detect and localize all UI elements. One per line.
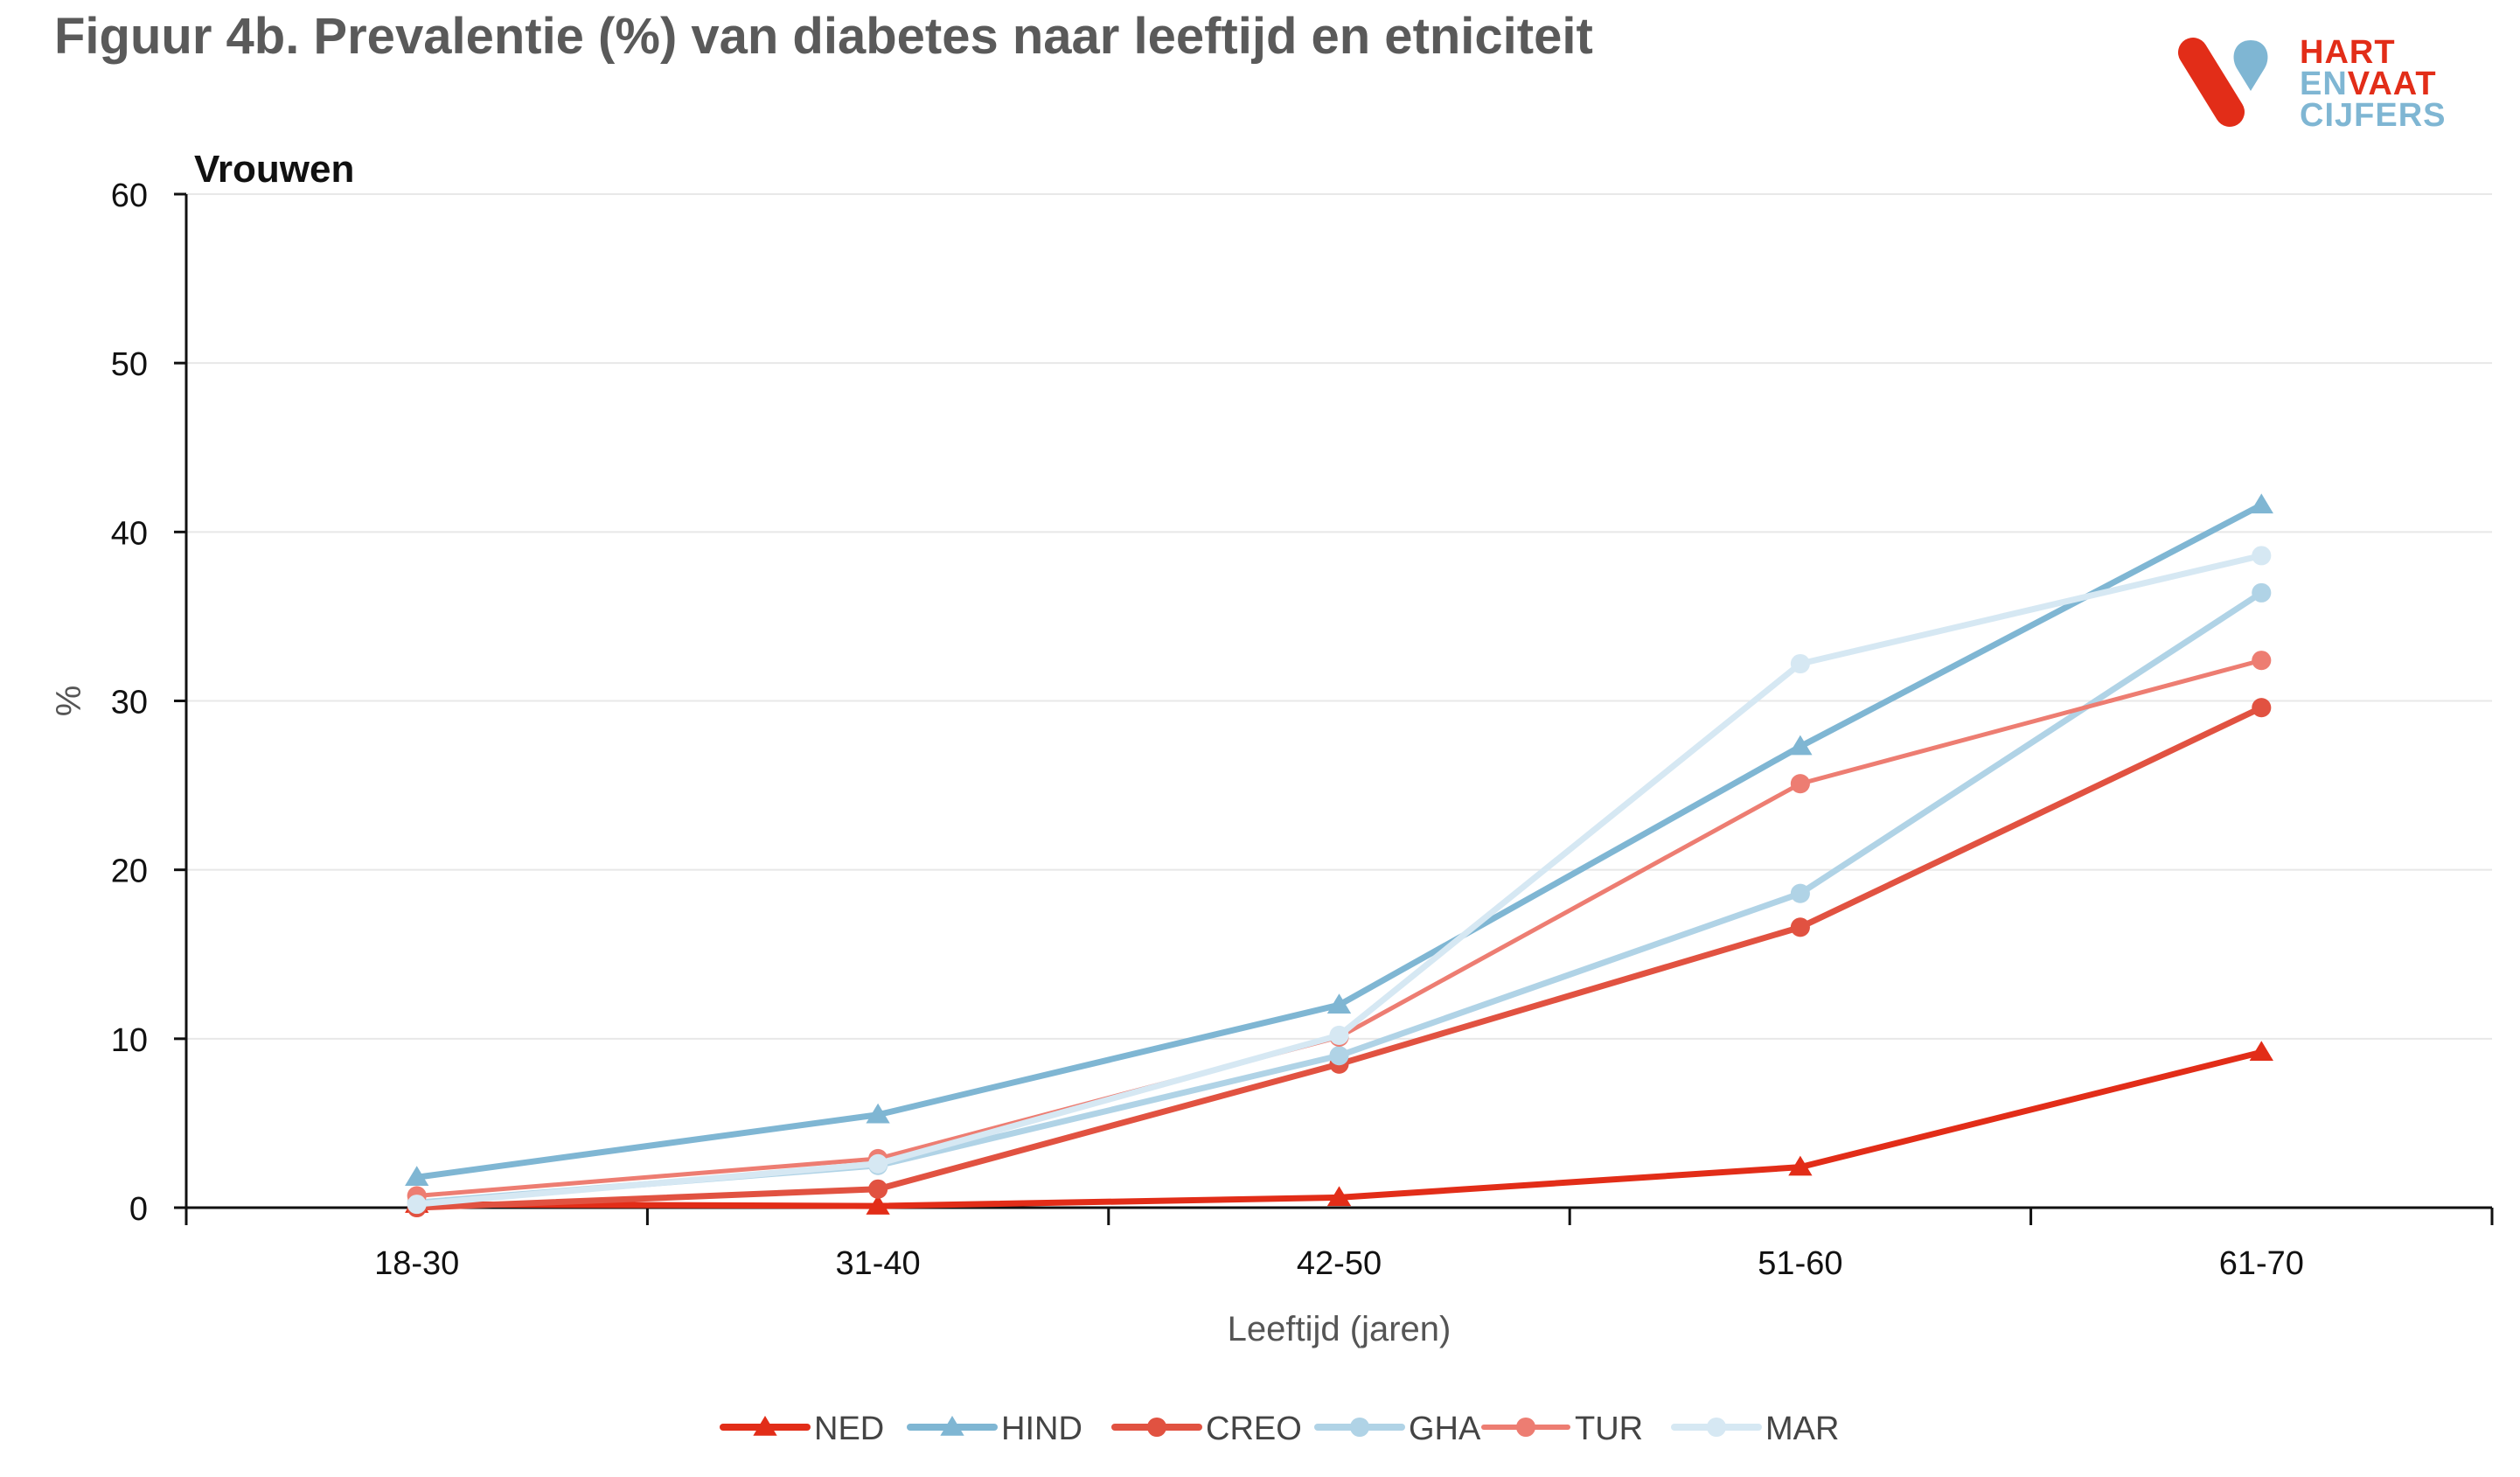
data-point	[1326, 993, 1352, 1014]
legend-marker	[1349, 1417, 1370, 1438]
data-point	[1790, 883, 1810, 903]
logo-line-3: CIJFERS	[2300, 97, 2447, 134]
series-hind	[405, 493, 2273, 1186]
axes: 0 10 20 30 40 50 60 18-30 31-40 42-50 51-60 61-70 Le…	[50, 178, 2494, 1348]
data-point	[1326, 1186, 1352, 1207]
gridlines	[186, 193, 2492, 1040]
legend-label: CREO	[1206, 1411, 1302, 1447]
data-point	[2249, 493, 2273, 514]
hart-en-vaat-cijfers-logo: HART ENVAAT CIJFERS	[2177, 35, 2492, 136]
series-line	[414, 704, 2265, 1211]
data-point	[868, 1179, 888, 1199]
logo-line-2-en: EN	[2300, 66, 2348, 102]
y-tick-label: 30	[111, 685, 148, 721]
x-axis-title: Leeftijd (jaren)	[1228, 1310, 1451, 1348]
logo-line-1: HART	[2300, 34, 2396, 71]
y-axis-title: %	[50, 686, 88, 717]
data-point	[1329, 1025, 1349, 1046]
data-point	[1788, 735, 1813, 756]
data-point	[407, 1195, 427, 1215]
legend-item-ned: NED	[720, 1411, 884, 1447]
x-tick-label: 42-50	[1297, 1245, 1382, 1282]
y-tick-label: 10	[111, 1022, 148, 1059]
page-title: Figuur 4b. Prevalentie (%) van diabetes …	[54, 8, 1593, 65]
x-tick-label: 18-30	[374, 1245, 459, 1282]
data-point	[2252, 698, 2272, 718]
legend-label: TUR	[1575, 1411, 1643, 1447]
y-tick-label: 60	[111, 178, 148, 214]
legend-item-mar: MAR	[1671, 1411, 1839, 1447]
series-mar	[407, 546, 2272, 1215]
data-point	[2249, 1041, 2273, 1062]
logo-line-2-vaat: VAAT	[2347, 66, 2437, 102]
legend-item-gha: GHA	[1314, 1411, 1481, 1447]
data-point	[1790, 653, 1810, 674]
data-point	[868, 1153, 888, 1174]
y-tick-label: 20	[111, 853, 148, 890]
data-point	[1790, 917, 1810, 937]
legend-marker	[1706, 1417, 1727, 1438]
data-point	[866, 1195, 890, 1215]
data-point	[2252, 546, 2272, 566]
data-point	[2252, 651, 2272, 671]
legend-marker	[1515, 1417, 1536, 1438]
legend-item-tur: TUR	[1481, 1411, 1643, 1447]
series-line	[414, 589, 2265, 1206]
legend-marker	[940, 1416, 964, 1436]
series-ned	[405, 1041, 2273, 1215]
data-point	[1790, 774, 1810, 794]
logo-mark-icon	[2178, 38, 2268, 127]
data-point	[2252, 582, 2272, 603]
series-line	[414, 658, 2264, 1198]
x-tick-label: 51-60	[1758, 1245, 1842, 1282]
legend-label: MAR	[1765, 1411, 1839, 1447]
series-lines	[405, 493, 2273, 1218]
y-tick-label: 0	[129, 1191, 148, 1228]
legend-item-creo: CREO	[1111, 1411, 1302, 1447]
data-point	[866, 1103, 890, 1124]
y-tick-label: 40	[111, 515, 148, 552]
legend-item-hind: HIND	[907, 1411, 1082, 1447]
data-point	[1329, 1046, 1349, 1066]
legend: NED HIND CREO GHA TUR MAR	[720, 1411, 1839, 1447]
x-tick-label: 61-70	[2219, 1245, 2304, 1282]
data-point	[1788, 1155, 1813, 1176]
y-tick-label: 50	[111, 346, 148, 383]
data-point	[405, 1166, 429, 1186]
legend-label: GHA	[1409, 1411, 1481, 1447]
logo-line-2: ENVAAT	[2300, 66, 2437, 102]
x-tick-label: 31-40	[835, 1245, 920, 1282]
legend-label: NED	[814, 1411, 884, 1447]
legend-marker	[753, 1416, 777, 1436]
legend-label: HIND	[1001, 1411, 1082, 1447]
panel-label: Vrouwen	[194, 148, 354, 191]
legend-marker	[1146, 1417, 1167, 1438]
